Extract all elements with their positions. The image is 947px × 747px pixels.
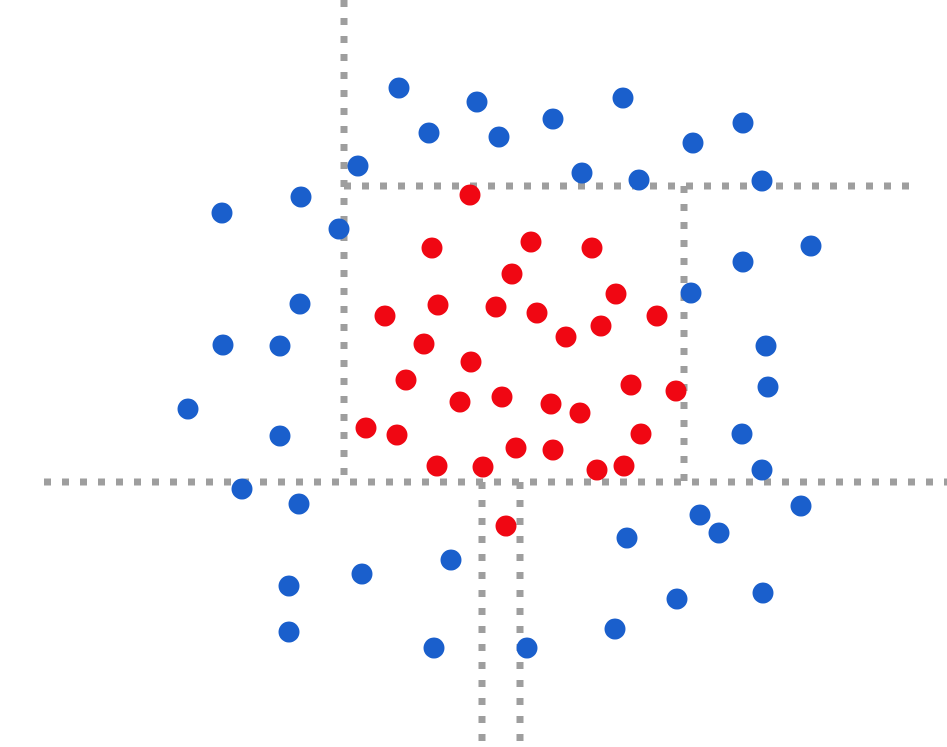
red-point — [495, 515, 517, 537]
red-point — [540, 393, 562, 415]
blue-point — [571, 162, 593, 184]
blue-point — [732, 251, 754, 273]
red-point — [569, 402, 591, 424]
red-point — [646, 305, 668, 327]
blue-point — [757, 376, 779, 398]
blue-point — [680, 282, 702, 304]
blue-point — [800, 235, 822, 257]
blue-point — [211, 202, 233, 224]
blue-point — [212, 334, 234, 356]
blue-point — [278, 621, 300, 643]
blue-point — [682, 132, 704, 154]
red-point — [630, 423, 652, 445]
red-point — [505, 437, 527, 459]
blue-point — [732, 112, 754, 134]
blue-point — [542, 108, 564, 130]
red-point — [491, 386, 513, 408]
red-point — [395, 369, 417, 391]
red-point — [620, 374, 642, 396]
blue-point — [269, 425, 291, 447]
data-points — [177, 77, 822, 659]
blue-point — [752, 582, 774, 604]
red-point — [460, 351, 482, 373]
red-point — [501, 263, 523, 285]
red-point — [590, 315, 612, 337]
red-point — [449, 391, 471, 413]
blue-point — [269, 335, 291, 357]
red-point — [485, 296, 507, 318]
red-point — [613, 455, 635, 477]
blue-point — [731, 423, 753, 445]
blue-point — [689, 504, 711, 526]
red-point — [374, 305, 396, 327]
red-point — [459, 184, 481, 206]
blue-point — [612, 87, 634, 109]
blue-point — [177, 398, 199, 420]
blue-point — [440, 549, 462, 571]
red-point — [427, 294, 449, 316]
red-point — [355, 417, 377, 439]
blue-point — [516, 637, 538, 659]
red-point — [542, 439, 564, 461]
blue-point — [708, 522, 730, 544]
blue-point — [289, 293, 311, 315]
blue-point — [423, 637, 445, 659]
blue-point — [666, 588, 688, 610]
red-point — [605, 283, 627, 305]
blue-point — [288, 493, 310, 515]
blue-point — [790, 495, 812, 517]
blue-point — [755, 335, 777, 357]
red-point — [520, 231, 542, 253]
blue-point — [388, 77, 410, 99]
red-point — [526, 302, 548, 324]
red-point — [386, 424, 408, 446]
red-point — [581, 237, 603, 259]
red-point — [665, 380, 687, 402]
red-point — [586, 459, 608, 481]
blue-point — [616, 527, 638, 549]
blue-point — [751, 459, 773, 481]
blue-point — [751, 170, 773, 192]
red-point — [413, 333, 435, 355]
blue-point — [488, 126, 510, 148]
red-point — [421, 237, 443, 259]
blue-point — [351, 563, 373, 585]
blue-point — [418, 122, 440, 144]
blue-point — [290, 186, 312, 208]
blue-point — [347, 155, 369, 177]
red-point — [555, 326, 577, 348]
red-point — [426, 455, 448, 477]
blue-point — [604, 618, 626, 640]
blue-point — [278, 575, 300, 597]
blue-point — [328, 218, 350, 240]
red-point — [472, 456, 494, 478]
split-lines — [44, 0, 947, 747]
blue-point — [466, 91, 488, 113]
blue-point — [628, 169, 650, 191]
blue-point — [231, 478, 253, 500]
